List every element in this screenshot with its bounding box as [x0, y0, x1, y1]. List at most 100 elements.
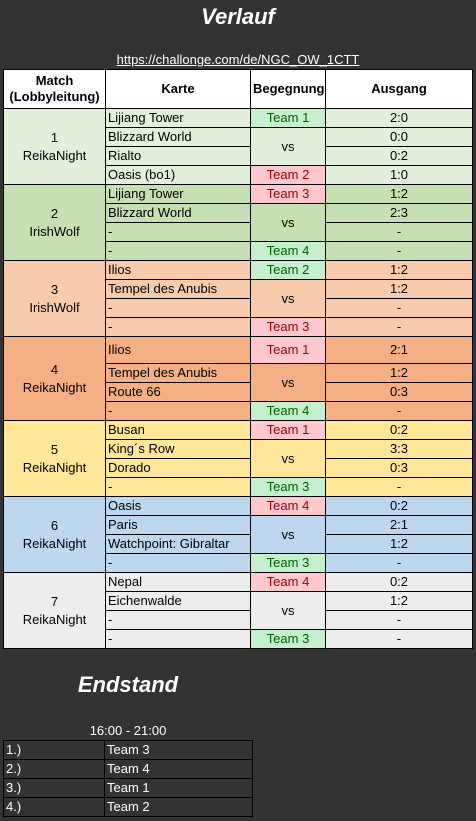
match-number: 6 — [50, 517, 59, 533]
map-cell: Watchpoint: Gibraltar — [105, 534, 251, 554]
team-cell: Team 4 — [250, 241, 326, 261]
header-match-line1: Match — [35, 73, 74, 88]
score-cell: - — [325, 610, 473, 630]
score-cell: 1:0 — [325, 165, 473, 185]
map-cell: - — [105, 298, 251, 318]
match-lead: IrishWolf — [29, 299, 80, 315]
table-row: - Team 3 - — [3, 553, 473, 573]
rank-team: Team 4 — [104, 759, 253, 779]
map-cell: Blizzard World — [105, 127, 251, 147]
table-row: - Team 3 - — [3, 317, 473, 337]
score-cell: 0:2 — [325, 496, 473, 516]
score-cell: 0:3 — [325, 382, 473, 402]
table-row: 2 IrishWolf Lijiang Tower Team 3 1:2 — [3, 184, 473, 261]
score-cell: - — [325, 401, 473, 421]
header-karte: Karte — [105, 69, 251, 109]
table-row: 7 ReikaNight Nepal Team 4 0:2 — [3, 572, 473, 649]
rank-team: Team 3 — [104, 740, 253, 760]
score-cell: 2:0 — [325, 108, 473, 128]
map-cell: Busan — [105, 420, 251, 440]
map-cell: - — [105, 610, 251, 630]
map-cell: Lijiang Tower — [105, 184, 251, 204]
score-cell: 2:3 — [325, 203, 473, 223]
table-row: 5 ReikaNight Busan Team 1 0:2 — [3, 420, 473, 497]
table-row: 4.) Team 2 — [3, 797, 253, 817]
score-cell: 1:2 — [325, 279, 473, 299]
table-row: Watchpoint: Gibraltar 1:2 — [3, 534, 473, 554]
score-cell: 0:3 — [325, 458, 473, 478]
map-cell: Dorado — [105, 458, 251, 478]
map-cell: Rialto — [105, 146, 251, 166]
match-lead: ReikaNight — [22, 147, 87, 163]
vs-cell: vs — [250, 363, 326, 402]
rank-place: 1.) — [3, 740, 105, 760]
time-range: 16:00 - 21:00 — [89, 723, 167, 738]
endstand-title: Endstand — [77, 672, 179, 697]
table-row: Route 66 0:3 — [3, 382, 473, 402]
match-cell: 1 ReikaNight — [3, 108, 106, 185]
table-row: 4 ReikaNight Ilios Team 1 2:1 — [3, 336, 473, 421]
team-cell: Team 3 — [250, 477, 326, 497]
map-cell: Oasis — [105, 496, 251, 516]
team-cell: Team 2 — [250, 260, 326, 280]
team-cell: Team 4 — [250, 572, 326, 592]
score-cell: - — [325, 241, 473, 261]
match-lead: ReikaNight — [22, 379, 87, 395]
map-cell: Eichenwalde — [105, 591, 251, 611]
match-cell: 3 IrishWolf — [3, 260, 106, 337]
map-cell: Paris — [105, 515, 251, 535]
team-cell: Team 4 — [250, 496, 326, 516]
map-cell: Route 66 — [105, 382, 251, 402]
team-cell: Team 3 — [250, 184, 326, 204]
table-row: - - — [3, 298, 473, 318]
table-row: - Team 4 - — [3, 241, 473, 261]
score-cell: 0:2 — [325, 572, 473, 592]
score-cell: 1:2 — [325, 591, 473, 611]
header-begegnung: Begegnung — [250, 69, 326, 109]
team-cell: Team 4 — [250, 401, 326, 421]
rank-team: Team 2 — [104, 797, 253, 817]
team-cell: Team 1 — [250, 108, 326, 128]
table-row: Blizzard World vs 2:3 — [3, 203, 473, 242]
score-cell: - — [325, 477, 473, 497]
team-cell: Team 1 — [250, 336, 326, 364]
score-cell: - — [325, 222, 473, 242]
map-cell: Nepal — [105, 572, 251, 592]
match-cell: 6 ReikaNight — [3, 496, 106, 573]
score-cell: 1:2 — [325, 363, 473, 383]
score-cell: - — [325, 317, 473, 337]
table-row: - Team 4 - — [3, 401, 473, 421]
vs-cell: vs — [250, 279, 326, 318]
table-row: 1.) Team 3 — [3, 740, 253, 760]
table-row: King´s Row vs 3:3 — [3, 439, 473, 478]
challonge-link[interactable]: https://challonge.com/de/NGC_OW_1CTT — [116, 52, 360, 67]
score-cell: - — [325, 553, 473, 573]
match-cell: 7 ReikaNight — [3, 572, 106, 649]
table-row: - Team 3 - — [3, 477, 473, 497]
match-number: 5 — [50, 441, 59, 457]
map-cell: - — [105, 629, 251, 649]
table-row: Eichenwalde vs 1:2 — [3, 591, 473, 630]
table-row: Tempel des Anubis vs 1:2 — [3, 279, 473, 318]
match-lead: ReikaNight — [22, 611, 87, 627]
table-row: 6 ReikaNight Oasis Team 4 0:2 — [3, 496, 473, 573]
map-cell: Tempel des Anubis — [105, 363, 251, 383]
table-row: 3.) Team 1 — [3, 778, 253, 798]
match-cell: 4 ReikaNight — [3, 336, 106, 421]
page-title: Verlauf — [201, 4, 275, 29]
score-cell: 1:2 — [325, 260, 473, 280]
match-number: 1 — [50, 129, 59, 145]
header-ausgang: Ausgang — [325, 69, 473, 109]
vs-cell: vs — [250, 515, 326, 554]
team-cell: Team 3 — [250, 553, 326, 573]
vs-cell: vs — [250, 127, 326, 166]
header-match-line2: (Lobbyleitung) — [9, 89, 100, 104]
match-table: Match (Lobbyleitung) Karte Begegnung Aus… — [3, 69, 473, 649]
score-cell: 0:2 — [325, 420, 473, 440]
table-row: 3 IrishWolf Ilios Team 2 1:2 — [3, 260, 473, 337]
map-cell: - — [105, 241, 251, 261]
match-number: 2 — [50, 205, 59, 221]
rank-place: 4.) — [3, 797, 105, 817]
table-row: Rialto 0:2 — [3, 146, 473, 166]
table-row: Blizzard World vs 0:0 — [3, 127, 473, 166]
